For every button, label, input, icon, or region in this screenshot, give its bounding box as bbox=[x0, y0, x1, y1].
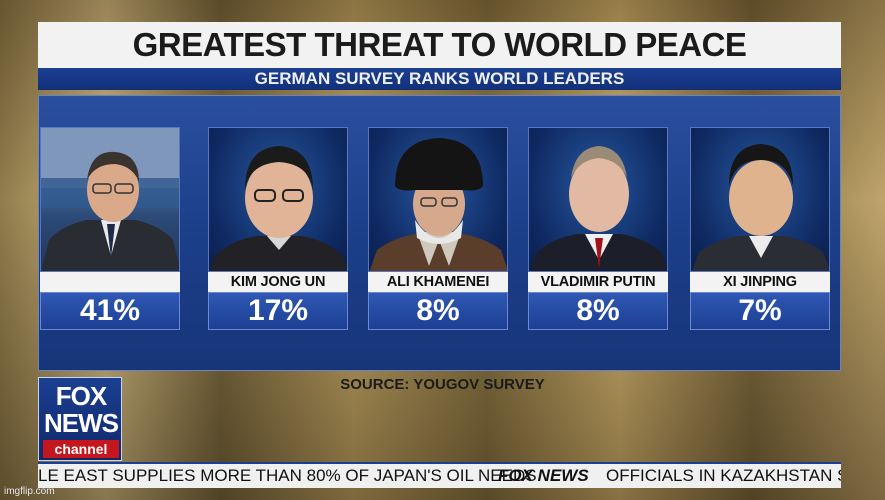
person-photo-icon bbox=[209, 146, 347, 271]
chart-title: GREATEST THREAT TO WORLD PEACE bbox=[132, 26, 747, 63]
person-photo-icon bbox=[41, 128, 179, 271]
leader-photo-4 bbox=[528, 127, 668, 272]
logo-fox-text: FOX bbox=[55, 381, 107, 411]
leader-name-1 bbox=[40, 272, 180, 292]
ticker-brand: FOX NEWS bbox=[498, 466, 589, 485]
leader-card-5: XI JINPING 7% bbox=[690, 127, 830, 333]
subtitle-bar: GERMAN SURVEY RANKS WORLD LEADERS bbox=[38, 68, 841, 90]
leader-percent-3: 8% bbox=[368, 292, 508, 330]
ticker-text-right: OFFICIALS IN KAZAKHSTAN SA bbox=[606, 466, 841, 485]
leader-photo-2 bbox=[208, 127, 348, 272]
chart-subtitle: GERMAN SURVEY RANKS WORLD LEADERS bbox=[254, 69, 625, 88]
fox-news-logo: FOX NEWS channel bbox=[38, 377, 122, 461]
title-bar: GREATEST THREAT TO WORLD PEACE bbox=[38, 22, 841, 68]
person-photo-icon bbox=[369, 138, 507, 271]
leader-name-5: XI JINPING bbox=[690, 272, 830, 292]
leader-card-2: KIM JONG UN 17% bbox=[208, 127, 348, 333]
leader-percent-4: 8% bbox=[528, 292, 668, 330]
ticker-text-left: LE EAST SUPPLIES MORE THAN 80% OF JAPAN'… bbox=[38, 466, 537, 485]
leader-card-1: 41% bbox=[40, 127, 180, 333]
leader-card-3: ALI KHAMENEI 8% bbox=[368, 127, 508, 333]
watermark: imgflip.com bbox=[4, 486, 55, 497]
person-photo-icon bbox=[691, 144, 829, 271]
leader-photo-1 bbox=[40, 127, 180, 272]
person-photo-icon bbox=[529, 146, 667, 271]
source-caption: SOURCE: YOUGOV SURVEY bbox=[340, 376, 545, 393]
news-ticker: LE EAST SUPPLIES MORE THAN 80% OF JAPAN'… bbox=[38, 462, 841, 488]
logo-news-text: NEWS bbox=[44, 408, 119, 438]
logo-channel-text: channel bbox=[43, 440, 119, 458]
leader-photo-5 bbox=[690, 127, 830, 272]
leader-percent-5: 7% bbox=[690, 292, 830, 330]
leader-name-3: ALI KHAMENEI bbox=[368, 272, 508, 292]
leader-percent-1: 41% bbox=[40, 292, 180, 330]
leader-photo-3 bbox=[368, 127, 508, 272]
leader-name-2: KIM JONG UN bbox=[208, 272, 348, 292]
leader-card-4: VLADIMIR PUTIN 8% bbox=[528, 127, 668, 333]
leader-percent-2: 17% bbox=[208, 292, 348, 330]
leader-name-4: VLADIMIR PUTIN bbox=[528, 272, 668, 292]
